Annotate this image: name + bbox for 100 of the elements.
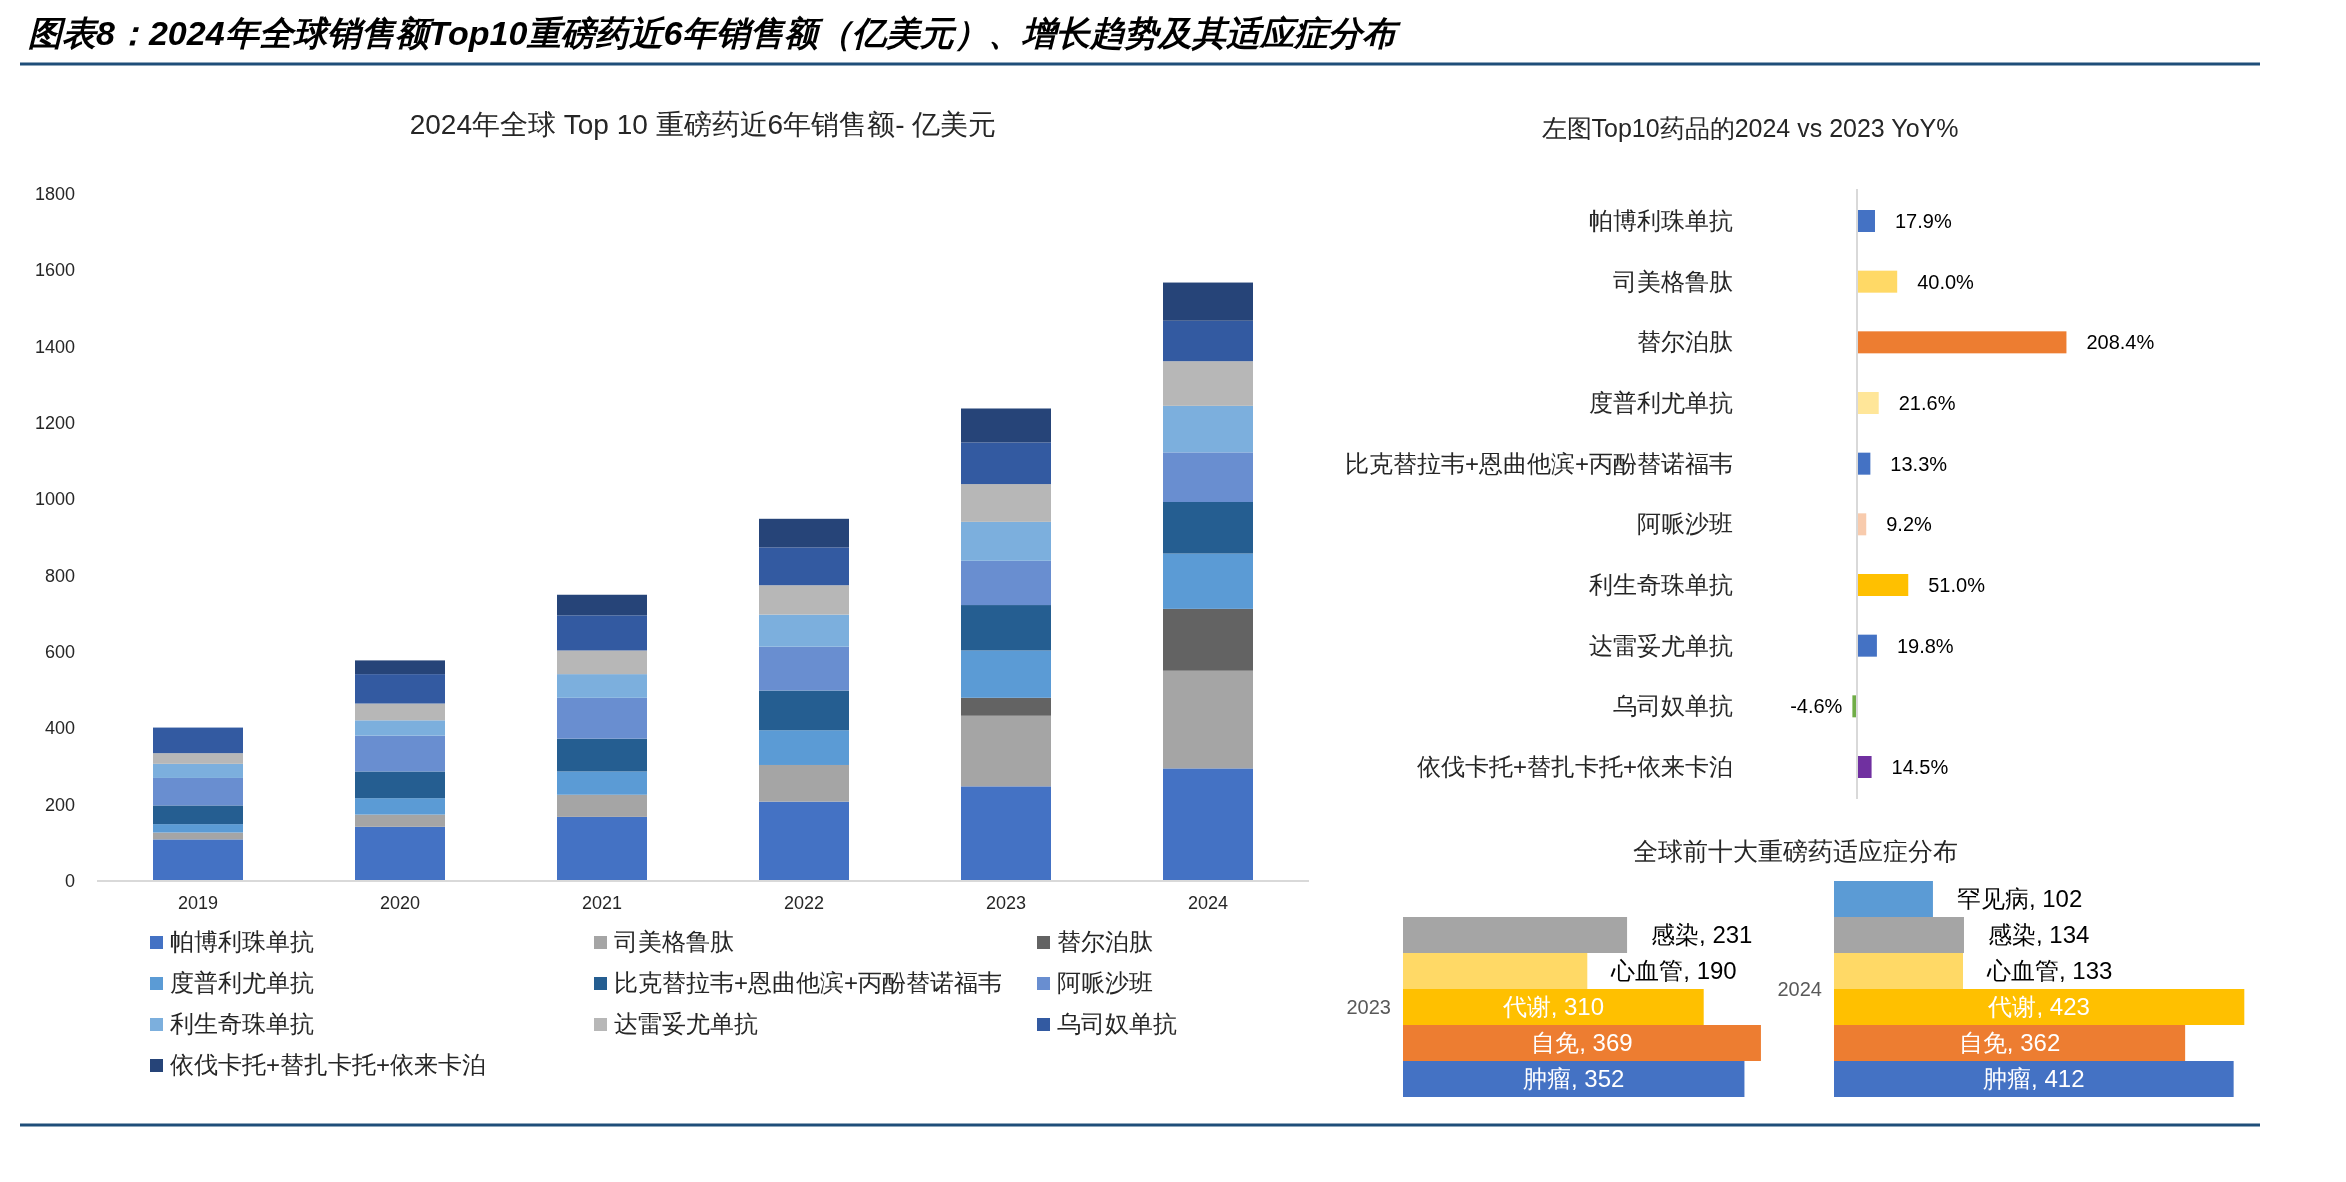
- data-label: 208.4%: [2086, 331, 2155, 354]
- chart-title: 左图Top10药品的2024 vs 2023 YoY%: [1541, 114, 1959, 142]
- legend-label: 比克替拉韦+恩曲他滨+丙酚替诺福韦: [614, 969, 1003, 996]
- data-label: 肿瘤, 352: [1523, 1065, 1625, 1092]
- bar: [961, 605, 1051, 651]
- bar: [759, 690, 849, 731]
- bar: [1834, 881, 1933, 917]
- data-label: 9.2%: [1886, 513, 1933, 536]
- bar: [759, 801, 849, 881]
- data-label: 19.8%: [1896, 634, 1954, 657]
- x-tick-label: 2023: [985, 893, 1027, 913]
- bar: [153, 777, 243, 806]
- bar: [153, 763, 243, 778]
- bar: [557, 738, 647, 772]
- bar: [759, 730, 849, 765]
- data-label: 21.6%: [1898, 392, 1956, 414]
- data-label: 心血管, 133: [1986, 957, 2113, 984]
- bar: [961, 650, 1051, 698]
- data-label: 自免, 369: [1531, 1029, 1633, 1056]
- bar: [557, 771, 647, 795]
- legend-label: 利生奇珠单抗: [170, 1010, 314, 1037]
- bar: [1857, 574, 1909, 596]
- bar: [1403, 1025, 1761, 1061]
- legend-label: 达雷妥尤单抗: [614, 1010, 758, 1037]
- bar: [961, 715, 1051, 787]
- bar: [1857, 392, 1879, 414]
- bar: [557, 697, 647, 739]
- bar: [1834, 989, 2245, 1025]
- bar: [355, 674, 445, 704]
- bar: [1834, 917, 1964, 953]
- y-tick-label: 达雷妥尤单抗: [1589, 631, 1733, 659]
- y-tick-label: 乌司奴单抗: [1613, 692, 1733, 720]
- bar: [961, 521, 1051, 561]
- bar: [1163, 608, 1253, 671]
- bar: [1834, 953, 1964, 989]
- y-tick-label: 600: [44, 642, 75, 662]
- legend-label: 依伐卡托+替扎卡托+依来卡泊: [170, 1051, 487, 1078]
- bar: [355, 735, 445, 772]
- data-label: 心血管, 190: [1610, 957, 1737, 984]
- y-tick-label: 比克替拉韦+恩曲他滨+丙酚替诺福韦: [1344, 449, 1733, 477]
- bar: [1857, 210, 1875, 232]
- bar: [759, 764, 849, 802]
- y-tick-label: 利生奇珠单抗: [1589, 571, 1733, 598]
- y-axis-title: 2023: [1346, 996, 1391, 1018]
- data-label: 17.9%: [1894, 210, 1952, 232]
- x-tick-label: 2019: [177, 893, 219, 913]
- bar: [1403, 989, 1704, 1025]
- legend-label: 替尔泊肽: [1057, 928, 1153, 955]
- data-label: 14.5%: [1891, 756, 1949, 778]
- legend-label: 阿哌沙班: [1057, 969, 1153, 996]
- y-tick-label: 1400: [34, 336, 75, 357]
- data-label: 51.0%: [1928, 574, 1986, 596]
- bar: [557, 674, 647, 698]
- bar: [557, 615, 647, 651]
- legend-label: 帕博利珠单抗: [170, 928, 314, 955]
- bar: [1403, 1061, 1745, 1097]
- y-tick-label: 1800: [34, 184, 75, 204]
- bar: [1163, 361, 1253, 406]
- y-tick-label: 1000: [34, 489, 75, 510]
- bar: [759, 646, 849, 691]
- bar: [1857, 634, 1877, 657]
- bar: [961, 697, 1051, 716]
- bar: [1834, 1025, 2186, 1061]
- bar: [1163, 405, 1253, 453]
- bar: [355, 826, 445, 881]
- bar: [961, 560, 1051, 606]
- chart-title: 全球前十大重磅药适应症分布: [1632, 837, 1958, 865]
- data-label: 13.3%: [1890, 452, 1948, 475]
- bar: [153, 824, 243, 833]
- bar: [355, 798, 445, 815]
- x-tick-label: 2022: [783, 893, 825, 913]
- bar: [355, 814, 445, 827]
- data-label: 40.0%: [1917, 270, 1975, 293]
- bar: [1857, 756, 1872, 778]
- bar: [153, 727, 243, 754]
- data-label: 感染, 231: [1651, 921, 1753, 948]
- bar: [1163, 768, 1253, 881]
- data-label: 感染, 134: [1987, 921, 2090, 948]
- data-label: 代谢, 310: [1501, 993, 1605, 1020]
- bar: [355, 720, 445, 736]
- chart-subtitle: 2024年全球 Top 10 重磅药近6年销售额- 亿美元: [409, 109, 997, 140]
- bar: [1403, 953, 1588, 989]
- data-label: -4.6%: [1790, 695, 1843, 718]
- bar: [153, 805, 243, 825]
- bar: [1857, 331, 2067, 354]
- bar: [153, 753, 243, 764]
- bar: [1857, 270, 1898, 293]
- bar: [557, 650, 647, 675]
- data-label: 罕见病, 102: [1956, 885, 2083, 912]
- y-tick-label: 依伐卡托+替扎卡托+依来卡泊: [1416, 753, 1733, 780]
- bar: [557, 816, 647, 881]
- bar: [961, 442, 1051, 485]
- bar: [961, 786, 1051, 881]
- chart-title: 图表8：2024年全球销售额Top10重磅药近6年销售额（亿美元）、增长趋势及其适应症分布: [28, 14, 1402, 52]
- bar: [759, 518, 849, 548]
- legend-label: 司美格鲁肽: [614, 928, 734, 955]
- y-tick-label: 帕博利珠单抗: [1589, 207, 1733, 234]
- legend-label: 乌司奴单抗: [1057, 1010, 1177, 1037]
- bar: [1163, 320, 1253, 362]
- y-tick-label: 400: [44, 718, 75, 739]
